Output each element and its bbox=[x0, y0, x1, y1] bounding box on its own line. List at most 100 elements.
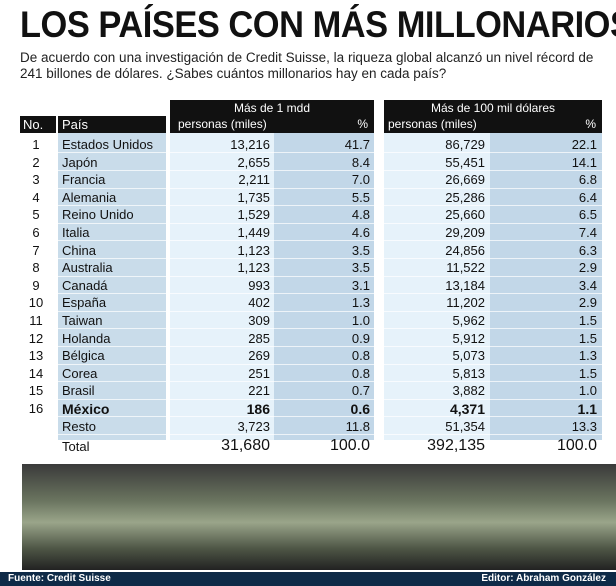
group1-pct: % bbox=[357, 117, 368, 131]
row-100k-pct: 1.5 bbox=[578, 365, 597, 381]
group2-personas: personas (miles) bbox=[388, 117, 477, 131]
subtitle: De acuerdo con una investigación de Cred… bbox=[20, 50, 594, 81]
header-pais-label: País bbox=[62, 117, 89, 132]
header-no-label: No. bbox=[23, 117, 44, 132]
group2-pct: % bbox=[585, 117, 596, 131]
row-country: Australia bbox=[62, 260, 113, 276]
row-millionaires-pct: 3.5 bbox=[351, 242, 370, 258]
row-millionaires-pct: 41.7 bbox=[344, 137, 370, 152]
row-number: 1 bbox=[32, 137, 40, 152]
row-number: 9 bbox=[32, 277, 40, 293]
row-100k: 5,962 bbox=[452, 313, 485, 328]
pais-column-bg bbox=[58, 130, 166, 440]
group1-label: Más de 1 mdd bbox=[233, 101, 311, 115]
row-millionaires: 1,735 bbox=[237, 189, 270, 205]
row-number: 11 bbox=[29, 313, 43, 328]
row-100k: 25,286 bbox=[445, 189, 485, 205]
row-100k-pct: 7.4 bbox=[578, 225, 597, 240]
table-row: 10 España 402 1.3 11,202 2.9 bbox=[20, 294, 602, 312]
row-millionaires-pct: 1.0 bbox=[351, 313, 370, 328]
row-millionaires-pct: 8.4 bbox=[351, 154, 370, 170]
row-country: Canadá bbox=[62, 277, 108, 293]
row-millionaires: 993 bbox=[248, 277, 270, 293]
row-millionaires-pct: 7.0 bbox=[351, 172, 370, 188]
header-group2: Más de 100 mil dólares personas (miles) … bbox=[384, 100, 602, 133]
row-number: 4 bbox=[32, 189, 40, 205]
row-100k-pct: 1.1 bbox=[577, 401, 597, 417]
total-row: Total 31,680 100.0 392,135 100.0 bbox=[20, 436, 602, 458]
row-millionaires: 2,211 bbox=[238, 172, 270, 188]
row-100k: 25,660 bbox=[445, 207, 485, 223]
row-number: 10 bbox=[28, 295, 44, 311]
row-country: Alemania bbox=[62, 189, 117, 205]
table-row: Resto 3,723 11.8 51,354 13.3 bbox=[20, 418, 602, 435]
table-row: 4 Alemania 1,735 5.5 25,286 6.4 bbox=[20, 189, 602, 207]
row-100k-pct: 2.9 bbox=[578, 260, 597, 276]
row-country: China bbox=[62, 242, 96, 258]
row-number: 2 bbox=[32, 154, 40, 170]
row-100k: 4,371 bbox=[449, 401, 485, 417]
row-millionaires: 1,123 bbox=[237, 242, 270, 258]
header-no: No. bbox=[20, 116, 56, 133]
row-number: 5 bbox=[32, 207, 40, 223]
row-millionaires-pct: 3.1 bbox=[351, 277, 370, 293]
row-country: Italia bbox=[62, 225, 90, 240]
editor: Editor: Abraham González bbox=[481, 573, 606, 584]
row-millionaires-pct: 0.8 bbox=[351, 348, 370, 364]
row-100k-pct: 3.4 bbox=[578, 277, 597, 293]
row-country: Holanda bbox=[62, 330, 111, 346]
header-group1: Más de 1 mdd personas (miles) % bbox=[170, 100, 374, 133]
row-millionaires: 3,723 bbox=[237, 418, 270, 434]
row-country: Reino Unido bbox=[62, 207, 134, 223]
row-100k-pct: 1.0 bbox=[578, 383, 597, 399]
row-100k-pct: 22.1 bbox=[571, 137, 597, 152]
header-pais: País bbox=[58, 116, 166, 133]
row-millionaires-pct: 4.6 bbox=[351, 225, 370, 240]
total-col4: 100.0 bbox=[556, 437, 597, 454]
row-100k: 11,202 bbox=[446, 295, 485, 311]
table-row: 8 Australia 1,123 3.5 11,522 2.9 bbox=[20, 259, 602, 277]
row-country: España bbox=[62, 295, 107, 311]
table-row: 1 Estados Unidos 13,216 41.7 86,729 22.1 bbox=[20, 136, 602, 154]
row-millionaires: 402 bbox=[248, 295, 270, 311]
table-row: 12 Holanda 285 0.9 5,912 1.5 bbox=[20, 330, 602, 347]
row-number: 6 bbox=[32, 225, 40, 240]
row-millionaires-pct: 0.7 bbox=[351, 383, 370, 399]
col4-bg bbox=[490, 130, 602, 440]
table-row: 15 Brasil 221 0.7 3,882 1.0 bbox=[20, 382, 602, 400]
row-number: 12 bbox=[28, 330, 44, 346]
row-millionaires: 221 bbox=[248, 383, 270, 399]
row-100k-pct: 1.5 bbox=[578, 330, 597, 346]
row-100k: 5,073 bbox=[452, 348, 485, 364]
row-number: 15 bbox=[28, 383, 44, 399]
row-100k-pct: 6.5 bbox=[578, 207, 597, 223]
row-millionaires: 251 bbox=[248, 365, 270, 381]
total-label: Total bbox=[62, 439, 90, 454]
row-country: Bélgica bbox=[62, 348, 105, 364]
total-col2: 100.0 bbox=[329, 437, 370, 454]
table-row: 16 México 186 0.6 4,371 1.1 bbox=[20, 400, 602, 418]
row-100k: 29,209 bbox=[445, 225, 485, 240]
row-100k: 11,522 bbox=[446, 260, 485, 276]
row-100k: 51,354 bbox=[445, 418, 485, 434]
row-millionaires: 1,123 bbox=[237, 260, 270, 276]
total-col3: 392,135 bbox=[427, 437, 485, 454]
row-millionaires: 2,655 bbox=[237, 154, 270, 170]
footer: Fuente: Credit Suisse Editor: Abraham Go… bbox=[0, 572, 616, 586]
row-100k-pct: 14.1 bbox=[571, 154, 597, 170]
row-100k-pct: 2.9 bbox=[578, 295, 597, 311]
table-row: 9 Canadá 993 3.1 13,184 3.4 bbox=[20, 277, 602, 295]
col2-bg bbox=[274, 130, 374, 440]
col3-bg bbox=[384, 130, 490, 440]
row-millionaires: 309 bbox=[248, 313, 270, 328]
page-title: LOS PAÍSES CON MÁS MILLONARIOS bbox=[20, 4, 616, 45]
row-millionaires: 1,529 bbox=[237, 207, 270, 223]
row-millionaires-pct: 0.6 bbox=[350, 401, 370, 417]
row-country: Francia bbox=[62, 172, 106, 188]
row-100k-pct: 6.3 bbox=[578, 242, 597, 258]
col1-bg bbox=[170, 130, 274, 440]
table-row: 11 Taiwan 309 1.0 5,962 1.5 bbox=[20, 312, 602, 330]
row-100k: 13,184 bbox=[445, 277, 485, 293]
row-100k: 26,669 bbox=[445, 172, 485, 188]
row-100k-pct: 1.3 bbox=[578, 348, 597, 364]
